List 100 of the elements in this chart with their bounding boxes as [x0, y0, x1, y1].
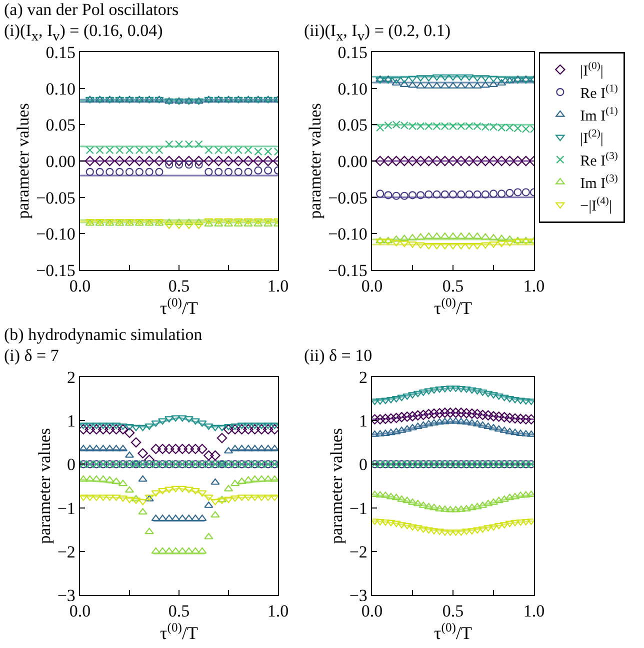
point	[424, 527, 434, 534]
point	[451, 506, 460, 512]
point	[106, 168, 114, 176]
point	[86, 168, 94, 176]
point	[174, 160, 184, 169]
point	[80, 444, 88, 452]
point	[465, 190, 474, 198]
point	[448, 242, 458, 250]
point	[467, 419, 477, 426]
point	[384, 191, 392, 200]
point	[400, 240, 409, 248]
point	[383, 156, 394, 166]
point	[440, 190, 449, 198]
point	[488, 424, 498, 430]
point	[237, 422, 246, 430]
point	[416, 156, 426, 166]
point	[263, 156, 274, 166]
chart-title: (a) van der Pol oscillators	[4, 0, 179, 20]
point	[138, 448, 148, 458]
point	[440, 418, 450, 424]
point	[396, 412, 407, 422]
point	[170, 444, 181, 454]
point	[256, 475, 266, 482]
point	[473, 190, 482, 198]
point	[85, 422, 94, 430]
point	[223, 156, 234, 166]
point	[376, 190, 384, 198]
point	[380, 398, 390, 404]
point	[243, 424, 254, 434]
point	[386, 413, 396, 424]
point	[434, 418, 444, 425]
point	[462, 386, 472, 393]
point	[244, 422, 253, 430]
point	[522, 188, 530, 196]
point	[451, 529, 460, 536]
point	[250, 444, 260, 452]
point	[105, 422, 114, 430]
point	[500, 394, 509, 402]
point	[478, 421, 488, 428]
point	[494, 425, 504, 432]
point	[98, 424, 108, 434]
point	[456, 418, 466, 424]
point	[392, 494, 401, 500]
legend-label: Re I$^{(3)}$	[580, 151, 618, 170]
point	[488, 76, 498, 82]
point	[116, 168, 124, 176]
point	[489, 190, 498, 198]
point	[514, 188, 522, 196]
point	[184, 156, 194, 166]
point	[138, 475, 148, 482]
y-tick-label: 2	[358, 368, 368, 387]
point	[178, 547, 187, 554]
point	[380, 519, 390, 526]
y-tick-label: 0.15	[338, 42, 368, 62]
point	[494, 496, 504, 504]
point	[397, 495, 406, 502]
point	[94, 156, 105, 166]
point	[151, 490, 160, 497]
point	[164, 156, 174, 166]
point	[472, 388, 482, 395]
point	[124, 428, 135, 438]
x-tick-label: 0.5	[168, 276, 190, 296]
point	[450, 408, 461, 418]
point	[157, 444, 168, 454]
point	[92, 475, 102, 482]
point	[402, 496, 412, 504]
y-tick-label: 1	[358, 412, 368, 431]
point	[264, 444, 273, 452]
point	[164, 218, 174, 226]
point	[402, 425, 412, 432]
point	[210, 478, 220, 485]
point	[184, 218, 194, 226]
point	[457, 190, 466, 198]
point	[408, 76, 418, 82]
point	[250, 422, 260, 430]
point	[124, 486, 134, 493]
point	[164, 547, 174, 554]
point	[375, 414, 386, 424]
x-axis-title: τ$^{(0)}$/T	[160, 620, 198, 644]
point	[244, 476, 253, 483]
point	[416, 242, 426, 249]
point	[214, 156, 224, 166]
point	[424, 156, 434, 166]
point	[472, 242, 482, 250]
point	[216, 432, 228, 444]
point	[184, 547, 194, 554]
chart-title: (ii) δ = 10	[304, 346, 372, 366]
y-tick-label: 0.05	[46, 116, 76, 135]
point	[498, 190, 506, 198]
y-tick-label: 0.10	[46, 79, 76, 98]
chart-subtitle: (i) δ = 7	[4, 346, 59, 366]
point	[488, 524, 498, 531]
y-tick-label: 0	[66, 455, 76, 474]
point	[270, 475, 278, 482]
point	[400, 192, 408, 200]
point	[418, 410, 428, 420]
point	[380, 414, 391, 424]
point	[506, 188, 514, 198]
point	[198, 547, 207, 554]
legend-label: Re I$^{(1)}$	[580, 84, 618, 102]
